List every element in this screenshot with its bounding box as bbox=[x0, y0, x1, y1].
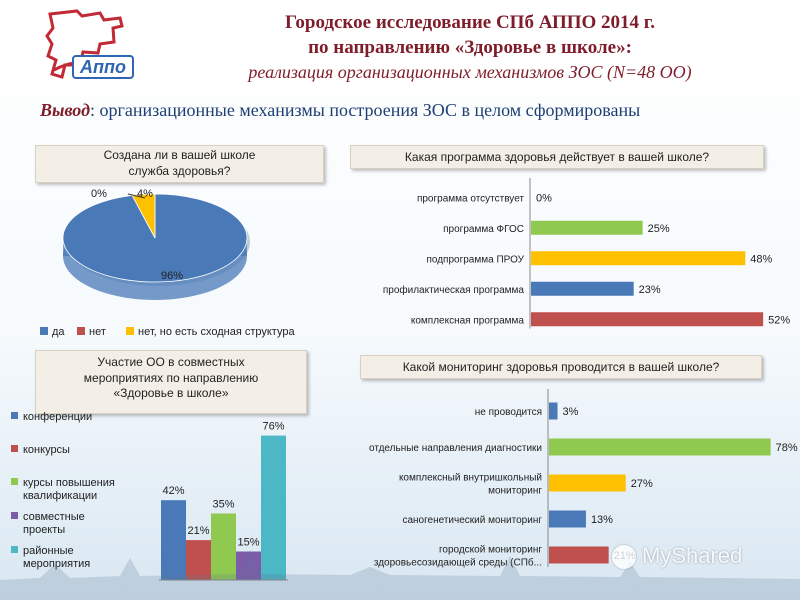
program-bar-комплексная-программа bbox=[531, 312, 764, 327]
monitoring-category-label-комплексный-внутришкольный-мониторинг-line-1: комплексный внутришкольный bbox=[399, 473, 542, 484]
participation-legend-text-конференции: конференции bbox=[23, 411, 92, 423]
pie-value-label-nyet: 0% bbox=[91, 188, 107, 200]
participation-legend-swatch-совместные-проекты bbox=[11, 512, 18, 519]
monitoring-bar-комплексный-внутришкольный-мониторинг bbox=[549, 474, 626, 492]
monitoring-value-label-отдельные-направления-диагностики: 78% bbox=[776, 442, 798, 454]
monitoring-question-text: Какой мониторинг здоровья проводится в в… bbox=[402, 360, 720, 374]
city-skyline-decoration bbox=[0, 550, 800, 600]
monitoring-bar-не-проводится bbox=[549, 402, 558, 420]
monitoring-bar-городской-мониторинг-здоровьесозидающей-среды-спб bbox=[549, 546, 609, 564]
program-category-label-программа-отсутствует: программа отсутствует bbox=[417, 193, 524, 204]
participation-legend-swatch-районные-мероприятия bbox=[11, 546, 18, 553]
pie-question-line-1: Создана ли в вашей школе bbox=[103, 148, 256, 162]
logo-map-shape bbox=[45, 9, 124, 79]
participation-bar-совместные-проекты bbox=[236, 551, 261, 580]
monitoring-question-box: Какой мониторинг здоровья проводится в в… bbox=[360, 355, 762, 379]
monitoring-category-label-саногенетический-мониторинг: саногенетический мониторинг bbox=[402, 515, 542, 526]
monitoring-category-label-не-проводится: не проводится bbox=[475, 407, 542, 418]
program-bar-профилактическая-программа bbox=[531, 281, 634, 296]
monitoring-category-label-комплексный-внутришкольный-мониторинг-line-2: мониторинг bbox=[488, 486, 542, 497]
monitoring-bar-отдельные-направления-диагностики bbox=[549, 438, 771, 456]
pie-value-label-similar: 4% bbox=[137, 188, 153, 200]
participation-question-box: Участие ОО в совместных мероприятиях по … bbox=[35, 350, 307, 414]
conclusion-body: : организационные механизмы построения З… bbox=[90, 100, 641, 120]
participation-question-line-2: мероприятиях по направлению bbox=[83, 370, 259, 385]
program-value-label-комплексная-программа: 52% bbox=[768, 314, 790, 326]
participation-legend-swatch-конкурсы bbox=[11, 445, 18, 452]
monitoring-value-label-комплексный-внутришкольный-мониторинг: 27% bbox=[631, 478, 653, 490]
participation-legend-swatch-курсы-повышения-квалификации bbox=[11, 478, 18, 485]
participation-bar-chart: конференции конкурсы курсы повышенияквалиф… bbox=[11, 411, 288, 581]
pie-legend: да нет нет, но есть сходная структура bbox=[40, 326, 295, 338]
monitoring-bar-саногенетический-мониторинг bbox=[549, 510, 586, 528]
legend-text-nyet: нет bbox=[89, 326, 106, 338]
legend-text-da: да bbox=[52, 326, 65, 338]
program-value-label-профилактическая-программа: 23% bbox=[639, 284, 661, 296]
monitoring-value-label-не-проводится: 3% bbox=[563, 406, 579, 418]
program-question-text: Какая программа здоровья действует в ваш… bbox=[404, 150, 710, 164]
participation-question-line-3: «Здоровье в школе» bbox=[113, 386, 229, 401]
pie-chart: 0% 4% 96% да нет нет, но есть сходная ст… bbox=[40, 188, 295, 338]
program-bar-программа-фгос bbox=[531, 220, 643, 235]
program-question-box: Какая программа здоровья действует в ваш… bbox=[350, 145, 764, 169]
program-bar-chart: программа отсутствует 0% программа ФГОС 25%… bbox=[383, 178, 790, 329]
participation-bar-курсы-повышения-квалификации bbox=[211, 513, 236, 580]
participation-legend-text-конкурсы: конкурсы bbox=[23, 444, 70, 456]
participation-value-label-курсы-повышения-квалификации: 35% bbox=[212, 499, 234, 511]
watermark-text: MyShared bbox=[642, 543, 743, 568]
program-category-label-комплексная-программа: комплексная программа bbox=[411, 315, 525, 326]
header-band bbox=[0, 0, 800, 96]
participation-bar-конференции bbox=[161, 500, 186, 580]
participation-legend-text-совместные-проекты-line-2: проекты bbox=[23, 524, 65, 536]
myshared-watermark: MyShared bbox=[612, 536, 782, 576]
participation-bar-районные-мероприятия bbox=[261, 435, 286, 580]
participation-legend-text-районные-мероприятия-line-1: районные bbox=[23, 545, 74, 557]
conclusion-text: Вывод: организационные механизмы построе… bbox=[40, 100, 790, 121]
program-category-label-профилактическая-программа: профилактическая программа bbox=[383, 284, 525, 296]
program-category-label-подпрограмма-проу: подпрограмма ПРОУ bbox=[426, 254, 524, 265]
monitoring-bar-chart: не проводится 3% отдельные направления диа… bbox=[369, 389, 798, 569]
legend-swatch-nyet bbox=[77, 327, 85, 335]
pie-question-line-2: служба здоровья? bbox=[128, 163, 231, 178]
conclusion-label: Вывод bbox=[40, 100, 90, 120]
participation-value-label-конференции: 42% bbox=[162, 485, 184, 497]
program-bar-подпрограмма-проу bbox=[531, 251, 746, 266]
pie-slices bbox=[62, 193, 248, 300]
participation-value-label-конкурсы: 21% bbox=[187, 525, 209, 537]
pie-leader-line bbox=[127, 193, 146, 199]
participation-question-line-1: Участие ОО в совместных bbox=[97, 355, 245, 369]
monitoring-value-label-саногенетический-мониторинг: 13% bbox=[591, 514, 613, 526]
myshared-logo-icon bbox=[612, 545, 636, 570]
participation-legend-text-курсы-повышения-квалификации-line-2: квалификации bbox=[23, 490, 97, 502]
pie-value-label-da: 96% bbox=[161, 270, 183, 282]
participation-value-label-районные-мероприятия: 76% bbox=[262, 421, 284, 433]
legend-text-similar: нет, но есть сходная структура bbox=[138, 326, 295, 338]
monitoring-category-label-городской-мониторинг-здоровьесозидающей-среды-спб-line-2: здоровьесозидающей среды (СПб... bbox=[374, 557, 542, 569]
monitoring-category-label-городской-мониторинг-здоровьесозидающей-среды-спб-line-1: городской мониторинг bbox=[439, 545, 542, 556]
page-title-line-2: по направлению «Здоровье в школе»: bbox=[308, 37, 632, 58]
participation-legend-text-районные-мероприятия-line-2: мероприятия bbox=[23, 558, 90, 570]
pie-question-box: Создана ли в вашей школе служба здоровья… bbox=[35, 145, 324, 183]
page-title-line-1: Городское исследование СПб АППО 2014 г. bbox=[284, 12, 656, 33]
legend-swatch-similar bbox=[126, 327, 134, 335]
program-category-label-программа-фгос: программа ФГОС bbox=[443, 224, 524, 235]
program-value-label-программа-отсутствует: 0% bbox=[536, 192, 552, 204]
participation-value-label-совместные-проекты: 15% bbox=[237, 537, 259, 549]
logo-text-bg bbox=[72, 55, 134, 79]
participation-legend-text-совместные-проекты-line-1: совместные bbox=[23, 511, 85, 523]
participation-bar-конкурсы bbox=[186, 540, 211, 580]
logo-text: Аппо bbox=[79, 57, 126, 77]
program-value-label-программа-фгос: 25% bbox=[648, 223, 670, 235]
monitoring-category-label-отдельные-направления-диагностики: отдельные направления диагностики bbox=[369, 443, 542, 454]
appo-logo: Аппо bbox=[45, 9, 134, 79]
legend-swatch-da bbox=[40, 327, 48, 335]
participation-legend-swatch-конференции bbox=[11, 412, 18, 419]
program-value-label-подпрограмма-проу: 48% bbox=[750, 253, 772, 265]
page-subtitle: реализация организационных механизмов ЗО… bbox=[248, 62, 692, 82]
participation-legend-text-курсы-повышения-квалификации-line-1: курсы повышения bbox=[23, 477, 115, 489]
